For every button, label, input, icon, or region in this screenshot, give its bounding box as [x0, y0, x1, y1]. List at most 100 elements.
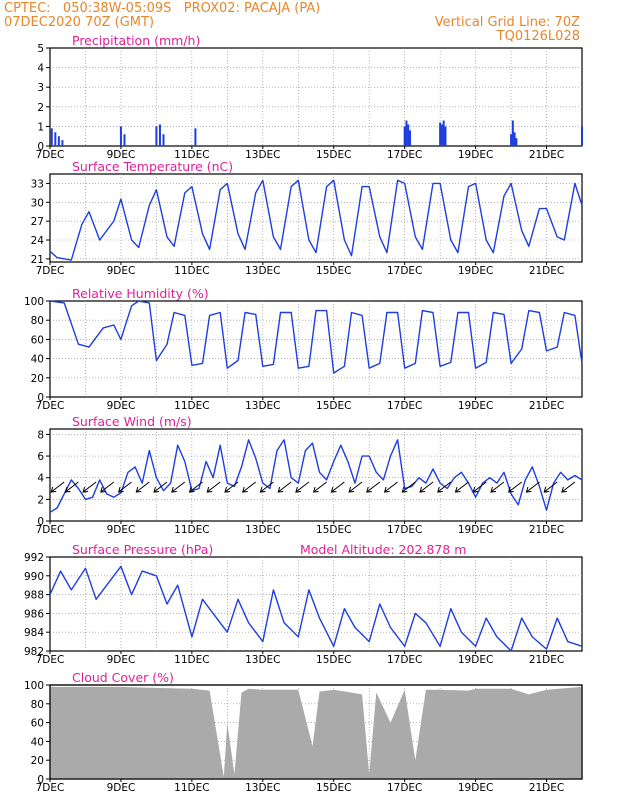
wind-arrow: [65, 481, 79, 493]
y-tick-label: 20: [31, 373, 44, 385]
wind-arrow: [402, 481, 416, 493]
panel-frame: [49, 47, 583, 147]
x-tick-label: 19DEC: [458, 654, 493, 666]
y-tick-label: 986: [24, 608, 44, 620]
wind-arrow-head: [100, 486, 106, 493]
panel-5: 982 984 986 988 990 992 7DEC 9DEC 11DEC 13DEC 15DE…: [24, 542, 583, 666]
x-tick-label: 9DEC: [107, 524, 136, 536]
wind-arrow-head: [383, 486, 390, 493]
x-tick-label: 13DEC: [245, 782, 280, 794]
y-tick-label: 0: [37, 774, 44, 786]
wind-arrow: [419, 481, 434, 493]
panel-3: 0 20 40 60 80 100 7DEC 9DEC 11DEC 13DEC 15DEC 17DEC…: [24, 286, 583, 412]
x-tick-label: 19DEC: [458, 782, 493, 794]
y-tick-label: 40: [31, 354, 44, 366]
wind-arrow: [50, 481, 65, 493]
wind-arrow-head: [277, 486, 284, 493]
wind-arrow: [472, 481, 487, 493]
precip-bar: [581, 126, 583, 146]
x-tick-label: 21DEC: [529, 782, 564, 794]
panel-title: Surface Pressure (hPa): [72, 542, 213, 557]
header-location: CPTEC: 050:38W-05:09S PROX02: PACAJA (PA…: [4, 1, 321, 16]
wind-arrow-head: [312, 486, 319, 493]
series-line: [49, 300, 583, 374]
wind-arrow-head: [206, 486, 213, 493]
wind-arrow-head: [454, 486, 461, 493]
wind-arrow: [543, 481, 558, 493]
wind-arrow-head: [490, 486, 497, 493]
wind-arrow: [348, 481, 363, 493]
wind-arrow: [189, 481, 203, 493]
series-line: [49, 179, 583, 261]
panel-6: 0 20 40 60 80 100 7DEC 9DEC 11DEC 13DEC 15DEC 17DEC…: [24, 670, 583, 794]
precip-bar: [439, 122, 442, 146]
y-tick-label: 4: [37, 473, 44, 485]
precip-bar: [50, 128, 53, 146]
precip-bar: [510, 134, 513, 146]
y-tick-label: 5: [37, 43, 44, 55]
wind-arrow-head: [525, 486, 532, 493]
wind-arrow: [561, 481, 576, 493]
wind-arrow-head: [171, 486, 177, 493]
precip-bar: [162, 134, 165, 146]
x-tick-label: 13DEC: [245, 400, 280, 412]
wind-arrow: [260, 481, 274, 493]
y-tick-label: 988: [24, 590, 44, 602]
panel-title: Surface Wind (m/s): [72, 414, 192, 429]
precip-bar: [57, 136, 60, 146]
precip-bar: [511, 120, 514, 146]
series-line: [49, 565, 583, 652]
wind-arrow-head: [224, 486, 231, 493]
wind-arrow-head: [348, 486, 355, 493]
y-tick-label: 100: [24, 680, 44, 692]
x-tick-label: 21DEC: [529, 654, 564, 666]
x-tick-label: 19DEC: [458, 149, 493, 161]
wind-arrow: [526, 481, 540, 493]
x-tick-label: 15DEC: [316, 400, 351, 412]
wind-arrow-head: [242, 486, 248, 493]
wind-arrow-head: [259, 486, 266, 493]
x-tick-label: 7DEC: [36, 654, 65, 666]
y-tick-label: 2: [37, 102, 44, 114]
wind-arrow: [313, 481, 327, 493]
wind-arrow-head: [366, 486, 372, 493]
y-tick-label: 2: [37, 494, 44, 506]
wind-arrow-head: [419, 486, 426, 493]
x-tick-label: 17DEC: [387, 782, 422, 794]
wind-arrow-head: [117, 486, 124, 493]
wind-arrow: [224, 481, 239, 493]
precip-bar: [515, 138, 518, 146]
wind-arrow-head: [437, 486, 443, 493]
x-tick-label: 7DEC: [36, 149, 65, 161]
x-tick-label: 15DEC: [316, 654, 351, 666]
y-tick-label: 0: [37, 392, 44, 404]
panel-title: Precipitation (mm/h): [72, 33, 200, 48]
precip-bar: [405, 120, 408, 146]
wind-arrow: [277, 481, 292, 493]
x-tick-label: 15DEC: [316, 782, 351, 794]
wind-arrow: [366, 481, 381, 493]
x-tick-label: 21DEC: [529, 149, 564, 161]
wind-arrow: [206, 481, 221, 493]
x-tick-label: 7DEC: [36, 782, 65, 794]
wind-arrow: [100, 481, 115, 493]
x-tick-label: 17DEC: [387, 265, 422, 277]
x-tick-label: 19DEC: [458, 265, 493, 277]
precip-bar: [440, 124, 443, 146]
y-tick-label: 1: [37, 121, 44, 133]
precip-bar: [155, 126, 158, 146]
y-tick-label: 982: [24, 646, 44, 658]
x-tick-label: 15DEC: [316, 149, 351, 161]
precip-bar: [442, 120, 445, 146]
y-tick-label: 24: [31, 235, 45, 247]
x-tick-label: 11DEC: [174, 149, 209, 161]
x-tick-label: 21DEC: [529, 524, 564, 536]
y-tick-label: 0: [37, 516, 44, 528]
wind-arrow: [437, 481, 452, 493]
precip-bar: [194, 128, 197, 146]
x-tick-label: 9DEC: [107, 149, 136, 161]
x-tick-label: 17DEC: [387, 149, 422, 161]
wind-arrow-head: [543, 486, 550, 493]
x-tick-label: 13DEC: [245, 524, 280, 536]
